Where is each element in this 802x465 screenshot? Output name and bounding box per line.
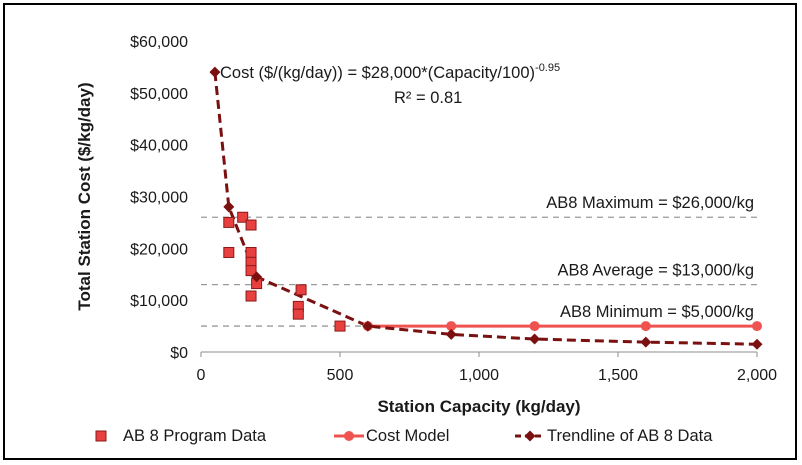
scatter-point bbox=[245, 219, 257, 231]
legend-marker-square bbox=[95, 430, 107, 442]
legend-marker-diamond bbox=[524, 430, 536, 442]
scatter-point bbox=[334, 320, 346, 332]
scatter-point bbox=[237, 211, 249, 223]
reference-line-label: AB8 Average = $13,000/kg bbox=[558, 262, 754, 280]
y-tick-label: $20,000 bbox=[130, 241, 188, 258]
scatter-point bbox=[223, 246, 235, 258]
scatter-point bbox=[245, 265, 257, 277]
y-tick-label: $0 bbox=[170, 345, 188, 362]
scatter-point bbox=[223, 216, 235, 228]
trendline-point bbox=[751, 338, 763, 350]
r-squared-text: R² = 0.81 bbox=[394, 89, 462, 107]
reference-lines: AB8 Maximum = $26,000/kg AB8 Average = $1… bbox=[201, 194, 757, 327]
trendline-point bbox=[209, 66, 221, 78]
y-tick-label: $10,000 bbox=[130, 293, 188, 310]
equation-exponent: -0.95 bbox=[535, 62, 560, 74]
y-tick-label: $60,000 bbox=[130, 34, 188, 51]
trendline-point bbox=[251, 271, 263, 283]
trendline-point bbox=[362, 320, 374, 332]
cost-model-point bbox=[640, 321, 651, 332]
legend-marker-circle bbox=[344, 431, 354, 441]
reference-line-label: AB8 Minimum = $5,000/kg bbox=[560, 303, 754, 321]
x-axis-title: Station Capacity (kg/day) bbox=[377, 397, 580, 416]
legend-label: AB 8 Program Data bbox=[123, 427, 267, 445]
y-tick-label: $30,000 bbox=[130, 190, 188, 207]
x-tick-label: 1,500 bbox=[598, 367, 638, 384]
cost-model-point bbox=[446, 321, 457, 332]
x-tick-label: 2,000 bbox=[737, 367, 777, 384]
chart-frame: AB8 Maximum = $26,000/kg AB8 Average = $1… bbox=[3, 3, 797, 460]
trendline-point bbox=[529, 333, 541, 345]
y-axis-ticks: $0 $10,000 $20,000 $30,000 $40,000 $50,000 $60… bbox=[130, 34, 188, 362]
cost-model-point bbox=[529, 321, 540, 332]
x-tick-label: 500 bbox=[327, 367, 354, 384]
y-tick-label: $50,000 bbox=[130, 86, 188, 103]
y-tick-label: $40,000 bbox=[130, 138, 188, 155]
x-tick-label: 0 bbox=[197, 367, 206, 384]
scatter-point bbox=[245, 246, 257, 258]
scatter-point bbox=[295, 284, 307, 296]
x-axis-ticks: 0 500 1,000 1,500 2,000 bbox=[197, 352, 777, 384]
trendline-point bbox=[223, 201, 235, 213]
legend: AB 8 Program Data Cost Model Trendline of … bbox=[95, 427, 713, 445]
scatter-point bbox=[245, 290, 257, 302]
y-axis-title: Total Station Cost ($/kg/day) bbox=[75, 82, 94, 310]
equation-text: Cost ($/(kg/day)) = $28,000*(Capacity/10… bbox=[220, 62, 560, 82]
trendline-point bbox=[640, 336, 652, 348]
legend-label: Cost Model bbox=[366, 427, 449, 445]
equation-main: Cost ($/(kg/day)) = $28,000*(Capacity/10… bbox=[220, 64, 535, 82]
trendline-point bbox=[445, 328, 457, 340]
reference-line-label: AB8 Maximum = $26,000/kg bbox=[546, 194, 754, 212]
scatter-point bbox=[292, 308, 304, 320]
x-tick-label: 1,000 bbox=[459, 367, 499, 384]
legend-label: Trendline of AB 8 Data bbox=[547, 427, 713, 445]
cost-model-point bbox=[752, 321, 762, 332]
series-layer bbox=[209, 66, 763, 350]
chart: AB8 Maximum = $26,000/kg AB8 Average = $1… bbox=[75, 34, 777, 445]
